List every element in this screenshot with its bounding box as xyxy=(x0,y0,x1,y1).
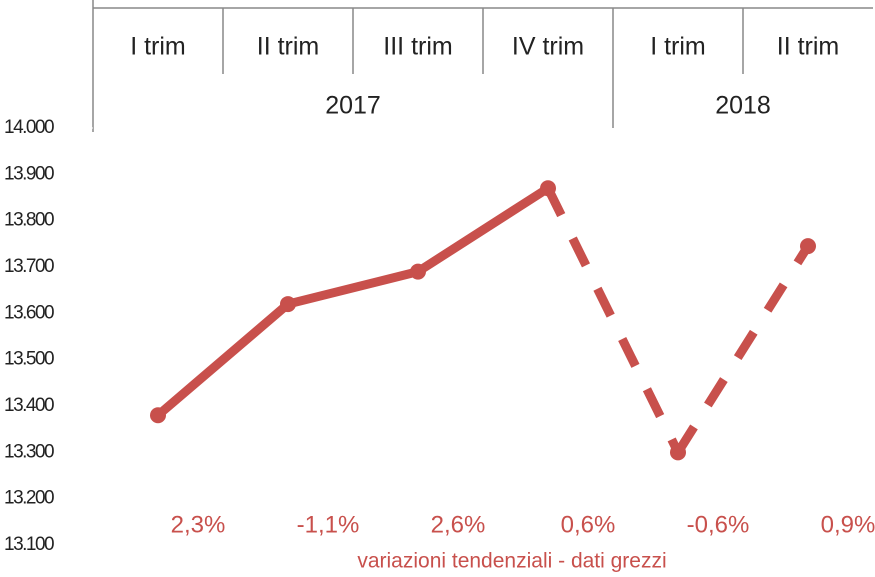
y-tick-label: 13.100 xyxy=(4,534,54,555)
y-tick-label: 13.700 xyxy=(4,256,54,277)
y-tick-label: 13.600 xyxy=(4,302,54,323)
group-label: 2017 xyxy=(325,92,381,120)
y-tick-label: 13.200 xyxy=(4,488,54,509)
x-tick-label: I trim xyxy=(650,33,706,61)
x-tick-label: III trim xyxy=(383,33,452,61)
point xyxy=(410,263,426,280)
line-segment xyxy=(153,299,293,420)
x-tick-label: I trim xyxy=(130,33,186,61)
line-segment xyxy=(543,186,683,455)
variation-label: 2,6% xyxy=(431,511,486,538)
y-tick-label: 13.500 xyxy=(4,349,54,370)
subtitle: variazioni tendenziali - dati grezzi xyxy=(357,550,666,573)
y-tick-label: 13.400 xyxy=(4,395,54,416)
y-tick-label: 13.300 xyxy=(4,441,54,462)
variation-label: 0,9% xyxy=(821,511,875,538)
x-tick-label: II trim xyxy=(777,33,840,61)
variation-label: 0,6% xyxy=(561,511,616,538)
line-segment xyxy=(674,243,812,455)
x-tick-label: II trim xyxy=(257,33,320,61)
point xyxy=(540,180,556,197)
point xyxy=(670,444,686,461)
group-label: 2018 xyxy=(715,92,771,120)
point xyxy=(280,296,296,313)
variation-label: -0,6% xyxy=(687,511,750,538)
y-tick-label: 13.800 xyxy=(4,210,54,231)
variation-label: -1,1% xyxy=(297,511,360,538)
line-segment xyxy=(413,183,553,277)
variation-label: 2,3% xyxy=(171,511,226,538)
point xyxy=(150,407,166,424)
y-tick-label: 14.000 xyxy=(4,117,54,138)
y-tick-label: 13.900 xyxy=(4,163,54,184)
x-tick-label: IV trim xyxy=(512,33,584,61)
line-segment xyxy=(283,267,423,309)
point xyxy=(800,238,816,255)
